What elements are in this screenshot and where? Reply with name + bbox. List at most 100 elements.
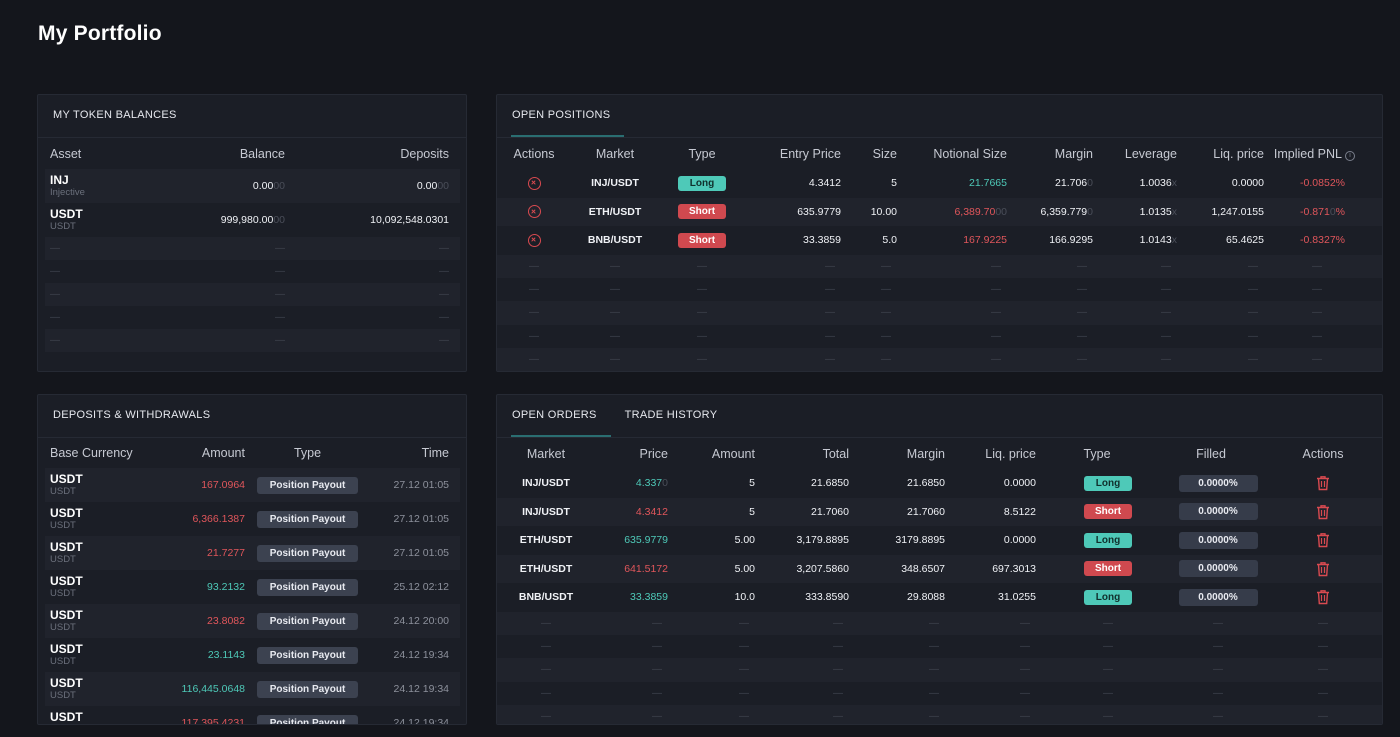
amount-cell: 117,395.4231 <box>165 706 245 724</box>
trash-icon[interactable] <box>1316 532 1330 548</box>
empty-row: — — — — — — — — — <box>497 611 1382 635</box>
notional-value: 6,389.70 <box>954 205 996 218</box>
deposits-amount: 10,092,548.0301 <box>370 214 449 226</box>
col-liq-price: Liq. price <box>1213 146 1264 161</box>
time-cell: 27.12 01:05 <box>370 468 460 502</box>
placeholder-dash: — <box>833 687 843 699</box>
amount-cell: 5.00 <box>668 554 755 583</box>
placeholder-dash: — <box>991 307 1001 319</box>
tab-open-positions[interactable]: OPEN POSITIONS <box>511 95 625 137</box>
placeholder-cell: — <box>668 705 755 724</box>
open-positions-table: Actions Market Type Entry Price Size Not… <box>497 138 1382 371</box>
type-cell: Position Payout <box>245 502 370 536</box>
placeholder-cell: — <box>945 705 1036 724</box>
trash-icon[interactable] <box>1316 475 1330 491</box>
placeholder-dash: — <box>50 289 60 300</box>
placeholder-cell: — <box>595 705 668 724</box>
placeholder-dash: — <box>541 687 551 699</box>
placeholder-cell: — <box>745 348 841 371</box>
type-badge: Long <box>1084 589 1132 605</box>
total-value: 333.8590 <box>805 591 849 604</box>
market-cell: BNB/USDT <box>497 583 595 612</box>
amount-value: 5.00 <box>734 534 755 547</box>
close-position-icon[interactable] <box>527 205 541 219</box>
placeholder-dash: — <box>1020 664 1030 676</box>
placeholder-dash: — <box>697 307 707 319</box>
close-position-icon[interactable] <box>527 233 541 247</box>
amount-value: 116,445.0648 <box>181 683 245 695</box>
placeholder-cell: — <box>945 611 1036 635</box>
amount-cell: 23.1143 <box>165 638 245 672</box>
tab-trade-history[interactable]: TRADE HISTORY <box>624 409 718 421</box>
placeholder-cell: — <box>849 705 945 724</box>
trash-icon[interactable] <box>1316 561 1330 577</box>
placeholder-dash: — <box>652 617 662 629</box>
placeholder-cell: — <box>1264 254 1382 278</box>
price-cell: 641.5172 <box>595 554 668 583</box>
deposit-row: USDT USDT 23.1143 Position Payout 24.12 19:3… <box>45 638 460 672</box>
size-value: 5.0 <box>882 234 897 247</box>
placeholder-cell: — <box>1158 658 1264 682</box>
placeholder-cell: — <box>745 301 841 325</box>
placeholder-dash: — <box>1318 617 1328 629</box>
placeholder-dash: — <box>929 664 939 676</box>
amount-cell: 23.8082 <box>165 604 245 638</box>
col-type: Type <box>1083 446 1111 461</box>
placeholder-dash: — <box>1161 330 1171 342</box>
type-badge: Position Payout <box>257 578 358 596</box>
price-cell: 635.9779 <box>595 526 668 555</box>
col-deposits: Deposits <box>400 146 449 161</box>
time-cell: 24.12 19:34 <box>370 706 460 724</box>
placeholder-cell: — <box>45 283 165 306</box>
placeholder-cell: — <box>1093 301 1177 325</box>
balance-value: 999,980.0000 <box>165 203 285 237</box>
empty-row: — — — <box>45 260 460 283</box>
currency-symbol: USDT <box>50 642 83 656</box>
placeholder-cell: — <box>285 283 460 306</box>
placeholder-cell: — <box>897 325 1007 348</box>
placeholder-cell: — <box>45 329 165 352</box>
empty-row: — — — <box>45 306 460 329</box>
placeholder-dash: — <box>1020 617 1030 629</box>
tab-open-orders[interactable]: OPEN ORDERS <box>511 395 611 437</box>
size-value: 5 <box>891 177 897 190</box>
leverage-value: 1.0036 <box>1139 177 1172 190</box>
currency-name: USDT <box>50 486 76 497</box>
placeholder-dash: — <box>1077 307 1087 319</box>
placeholder-dash: — <box>825 284 835 296</box>
deposit-row: USDT USDT 6,366.1387 Position Payout 27.12 0… <box>45 502 460 536</box>
placeholder-cell: — <box>595 658 668 682</box>
notional-value: 21.7665 <box>969 177 1007 190</box>
size-cell: 5.0 <box>841 226 897 255</box>
filled-cell: 0.0000% <box>1158 554 1264 583</box>
placeholder-dash: — <box>929 617 939 629</box>
close-position-icon[interactable] <box>527 176 541 190</box>
trash-icon[interactable] <box>1316 504 1330 520</box>
placeholder-dash: — <box>610 354 620 366</box>
margin-cell: 21.7060 <box>1007 169 1093 198</box>
total-value: 3,207.5860 <box>796 562 849 575</box>
amount-cell: 5 <box>668 469 755 498</box>
open-positions-panel: OPEN POSITIONS Actions Market Type Entry… <box>496 94 1383 372</box>
placeholder-cell: — <box>595 682 668 705</box>
placeholder-cell: — <box>755 658 849 682</box>
margin-cell: 166.9295 <box>1007 226 1093 255</box>
placeholder-cell: — <box>849 658 945 682</box>
actions-cell <box>497 169 571 198</box>
placeholder-cell: — <box>45 260 165 283</box>
placeholder-dash: — <box>881 354 891 366</box>
placeholder-dash: — <box>275 335 285 346</box>
col-total: Total <box>822 446 849 461</box>
liq-price: 65.4625 <box>1226 234 1264 247</box>
trash-icon[interactable] <box>1316 589 1330 605</box>
info-icon[interactable]: i <box>1345 150 1355 161</box>
placeholder-cell: — <box>755 705 849 724</box>
placeholder-dash: — <box>739 687 749 699</box>
col-asset: Asset <box>50 146 82 161</box>
placeholder-dash: — <box>1213 687 1223 699</box>
placeholder-cell: — <box>571 348 659 371</box>
placeholder-cell: — <box>1177 348 1264 371</box>
placeholder-dash: — <box>541 664 551 676</box>
col-type: Type <box>688 146 716 161</box>
